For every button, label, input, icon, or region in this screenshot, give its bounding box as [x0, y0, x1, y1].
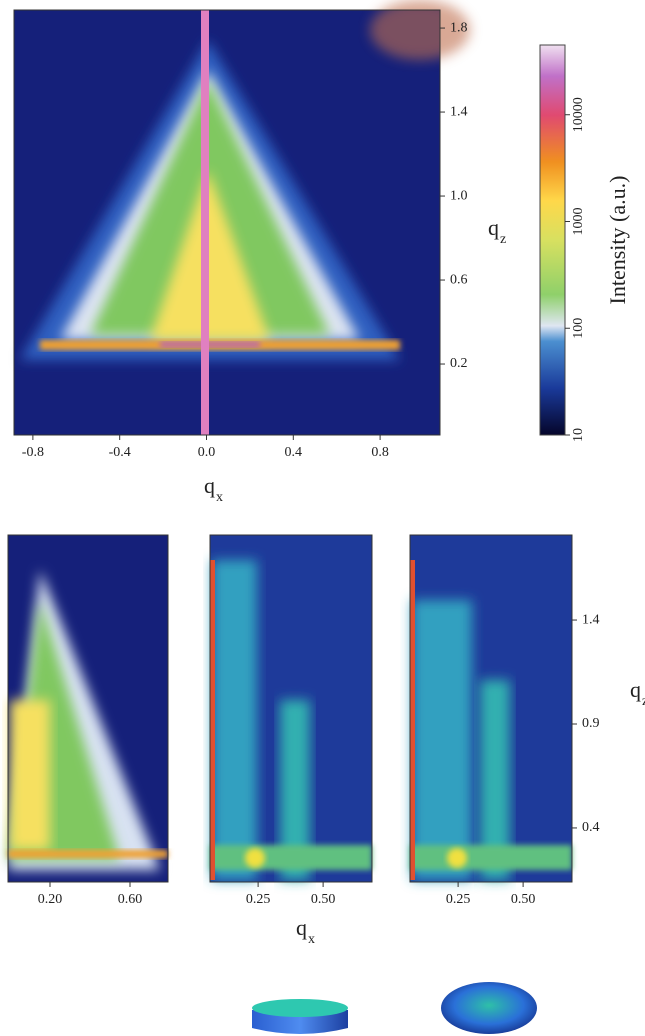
colorbar-tick-label: 10	[571, 428, 586, 442]
edge	[210, 560, 215, 880]
colorbar-tick-label: 100	[571, 318, 586, 339]
cylinder-shape	[252, 1010, 348, 1034]
y-tick-label: 0.9	[582, 716, 600, 731]
xlabel-base: q	[296, 915, 307, 940]
ylabel-sub: z	[642, 694, 645, 709]
x-tick-label: 0.25	[446, 892, 471, 907]
x-tick-label: 0.50	[511, 892, 536, 907]
frame	[13, 9, 441, 436]
peak	[160, 342, 260, 347]
col	[412, 600, 472, 880]
beam	[201, 10, 209, 435]
spot	[447, 848, 467, 868]
xlabel-sub: x	[308, 932, 315, 947]
col	[212, 560, 257, 880]
ylabel-base: q	[488, 215, 499, 240]
y-tick-label: 0.2	[450, 356, 468, 371]
x-tick-label: -0.8	[22, 445, 44, 460]
x-tick-label: 0.8	[371, 445, 389, 460]
streak	[8, 850, 168, 858]
yellow	[10, 700, 50, 850]
edge	[410, 560, 415, 880]
frame	[409, 534, 573, 883]
colorbar-label: Intensity (a.u.)	[605, 176, 630, 305]
colorbar-tick-label: 10000	[571, 97, 586, 132]
x-tick-label: 0.25	[246, 892, 271, 907]
x-tick-label: 0.60	[118, 892, 143, 907]
frame	[7, 534, 169, 883]
corner	[370, 0, 470, 60]
yellow	[150, 170, 270, 340]
x-tick-label: 0.4	[285, 445, 303, 460]
decoration	[8, 0, 572, 882]
x-tick-label: -0.4	[109, 445, 131, 460]
x-tick-label: 0.50	[311, 892, 336, 907]
ylabel-base: q	[630, 677, 641, 702]
ellipsoid-shape	[441, 982, 537, 1034]
spot	[245, 848, 265, 868]
colorbar	[539, 44, 566, 436]
y-tick-label: 1.4	[582, 612, 600, 627]
cylinder-top	[252, 999, 348, 1017]
x-tick-label: 0.0	[198, 445, 216, 460]
y-tick-label: 0.6	[450, 272, 468, 287]
y-tick-label: 0.4	[582, 820, 600, 835]
y-tick-label: 1.4	[450, 104, 468, 119]
y-tick-label: 1.8	[450, 20, 468, 35]
frame	[209, 534, 373, 883]
band	[210, 845, 372, 870]
ylabel-sub: z	[500, 232, 506, 247]
xlabel-sub: x	[216, 490, 223, 505]
x-tick-label: 0.20	[38, 892, 63, 907]
xlabel-base: q	[204, 473, 215, 498]
band	[410, 845, 572, 870]
colorbar-tick-label: 1000	[571, 207, 586, 235]
y-tick-label: 1.0	[450, 188, 468, 203]
